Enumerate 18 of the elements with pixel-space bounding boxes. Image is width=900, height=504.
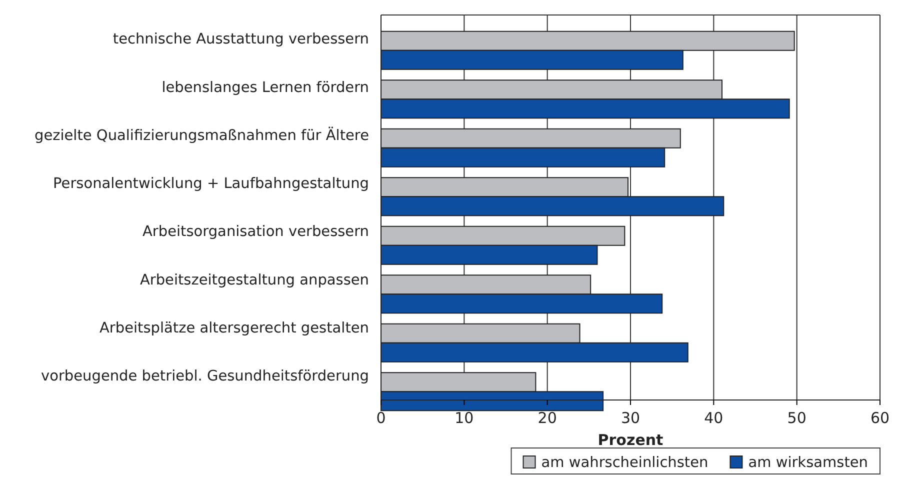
x-tick-label: 20 — [538, 409, 557, 427]
y-tick-label: vorbeugende betriebl. Gesundheitsförderung — [41, 368, 369, 385]
x-tick-label: 30 — [620, 409, 640, 427]
y-tick-label: Personalentwicklung + Laufbahngestaltung — [53, 176, 369, 192]
y-tick-label: Arbeitszeitgestaltung anpassen — [140, 272, 369, 288]
x-axis-title: Prozent — [598, 431, 664, 449]
x-tick-label: 40 — [704, 409, 724, 427]
x-tick-label: 10 — [454, 409, 474, 427]
x-tick-label: 50 — [787, 409, 806, 427]
x-tick-label: 60 — [870, 409, 890, 427]
legend-label: am wahrscheinlichsten — [541, 455, 708, 471]
y-tick-label: Arbeitsorganisation verbessern — [142, 224, 369, 240]
legend-label: am wirksamsten — [748, 455, 868, 471]
y-tick-label: Arbeitsplätze altersgerecht gestalten — [100, 320, 369, 336]
x-tick-label: 0 — [376, 409, 386, 427]
y-tick-label: technische Ausstattung verbessern — [112, 32, 369, 48]
y-tick-label: lebenslanges Lernen fördern — [162, 80, 369, 96]
y-tick-label: gezielte Qualifizierungsmaßnahmen für Ältere — [34, 126, 370, 144]
